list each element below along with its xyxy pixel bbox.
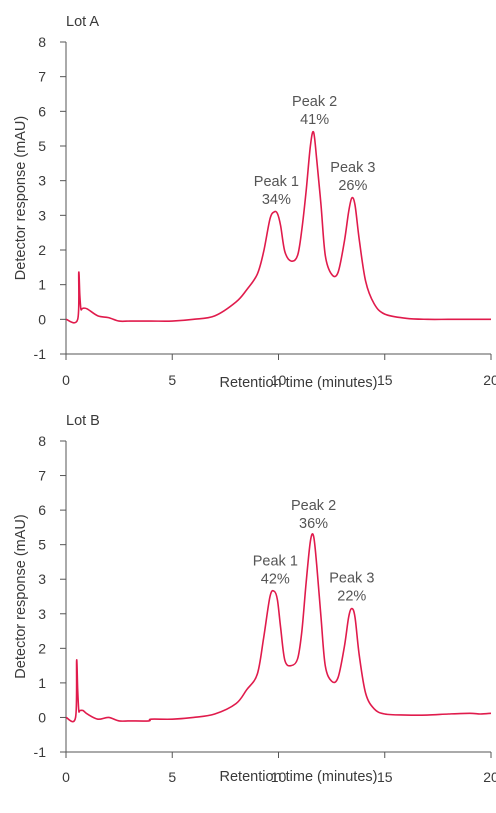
y-tick-label: 5 — [38, 537, 46, 553]
peak-name-label: Peak 2 — [292, 94, 337, 110]
peak-percent-label: 41% — [300, 112, 329, 128]
y-tick-label: 6 — [38, 502, 46, 518]
peak-name-label: Peak 2 — [291, 498, 336, 514]
y-tick-label: 3 — [38, 606, 46, 622]
peak-percent-label: 26% — [338, 178, 367, 194]
y-tick-label: 5 — [38, 138, 46, 154]
y-tick-label: 8 — [38, 34, 46, 50]
y-tick-label: 7 — [38, 69, 46, 85]
y-tick-label: 3 — [38, 571, 46, 587]
y-tick-label: 0 — [38, 709, 46, 725]
y-axis-label: Detector response (mAU) — [13, 514, 29, 678]
x-tick-label: 20 — [483, 769, 496, 785]
x-axis-label: Retention time (minutes) — [220, 375, 378, 391]
peak-percent-label: 36% — [299, 516, 328, 532]
y-tick-label: 8 — [38, 433, 46, 449]
y-tick-label: 2 — [38, 242, 46, 258]
x-tick-label: 10 — [271, 372, 287, 388]
peak-annotation-3: Peak 3 22% — [329, 571, 374, 605]
y-tick-label: 1 — [38, 675, 46, 691]
y-tick-label: 3 — [38, 207, 46, 223]
peak-annotation-2: Peak 2 41% — [292, 94, 337, 128]
y-tick-label: 2 — [38, 640, 46, 656]
y-tick-label: 3 — [38, 173, 46, 189]
x-tick-label: 0 — [62, 372, 70, 388]
chromatogram-line — [65, 130, 491, 324]
x-tick-label: 0 — [62, 769, 70, 785]
y-tick-label: 1 — [38, 277, 46, 293]
chart-title: Lot B — [66, 413, 100, 429]
x-tick-label: 20 — [483, 372, 496, 388]
peak-annotation-3: Peak 3 26% — [330, 160, 375, 194]
peak-percent-label: 34% — [262, 192, 291, 208]
x-tick-label: 5 — [168, 372, 176, 388]
y-tick-label: 0 — [38, 311, 46, 327]
peak-name-label: Peak 3 — [330, 160, 375, 176]
y-tick-label: -1 — [34, 744, 47, 760]
y-tick-label: 7 — [38, 468, 46, 484]
chromatogram-line — [65, 533, 492, 723]
peak-name-label: Peak 3 — [329, 571, 374, 587]
peak-name-label: Peak 1 — [253, 553, 298, 569]
peak-annotation-1: Peak 1 34% — [254, 174, 299, 208]
x-tick-label: 10 — [271, 769, 287, 785]
x-axis-label: Retention time (minutes) — [220, 769, 378, 785]
x-tick-label: 15 — [377, 372, 393, 388]
peak-annotation-1: Peak 1 42% — [253, 553, 298, 587]
peak-name-label: Peak 1 — [254, 174, 299, 190]
chart-title: Lot A — [66, 14, 99, 30]
peak-percent-label: 22% — [337, 589, 366, 605]
x-tick-label: 5 — [168, 769, 176, 785]
y-axis-label: Detector response (mAU) — [13, 116, 29, 280]
x-tick-label: 15 — [377, 769, 393, 785]
peak-annotation-2: Peak 2 36% — [291, 498, 336, 532]
peak-percent-label: 42% — [261, 571, 290, 587]
y-tick-label: 6 — [38, 103, 46, 119]
y-tick-label: -1 — [34, 346, 47, 362]
